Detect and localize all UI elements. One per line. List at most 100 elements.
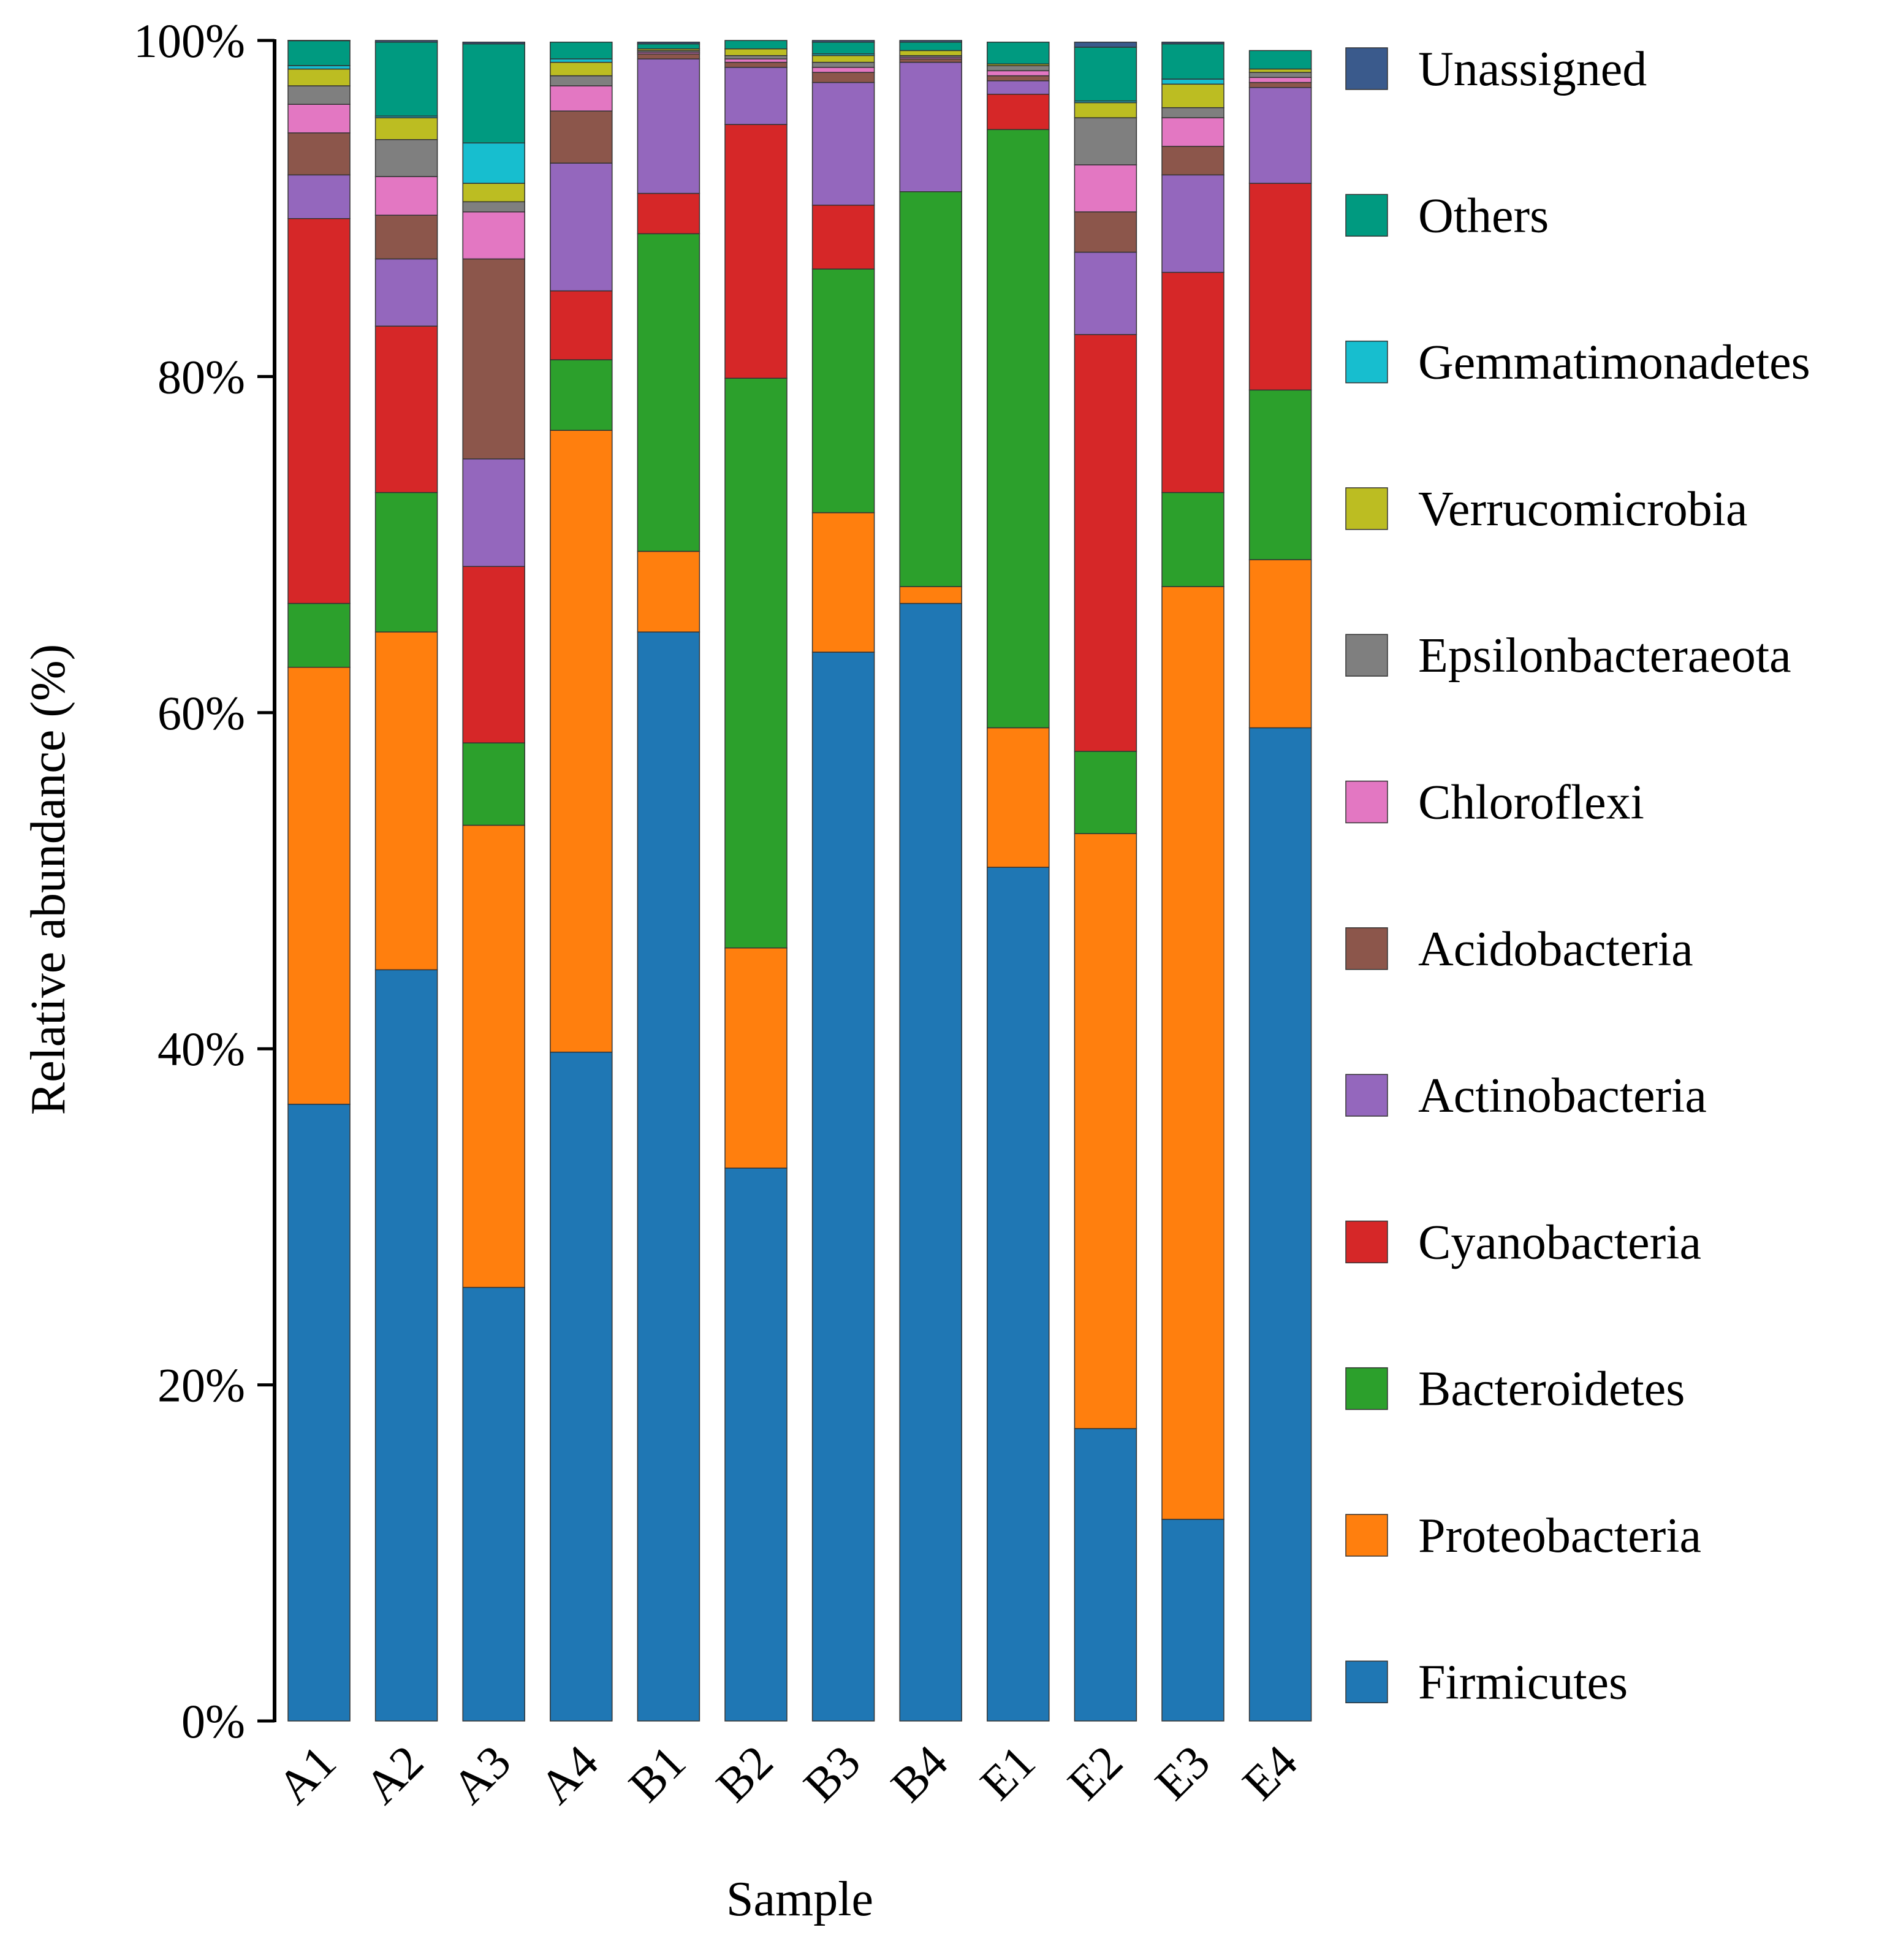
bar-segment-E3-chloroflexi [1161, 117, 1224, 147]
y-axis-title: Relative abundance (%) [21, 644, 75, 1115]
bar-segment-E4-cyanobacteria [1248, 183, 1312, 391]
y-tick-label: 80% [158, 350, 245, 403]
bar-segment-B3-verrucomicrobia [811, 55, 875, 63]
x-tick-label-E1: E1 [970, 1735, 1046, 1810]
bar-segment-E2-firmicutes [1074, 1428, 1137, 1722]
bar-stack-A4 [550, 41, 613, 1722]
legend-swatch [1345, 1514, 1388, 1557]
x-tick-label-A1: A1 [267, 1735, 346, 1814]
legend-label: Gemmatimonadetes [1418, 336, 1810, 390]
bar-segment-B1-firmicutes [637, 631, 700, 1722]
bar-segment-A4-proteobacteria [550, 430, 613, 1053]
bar-stack-B1 [637, 41, 700, 1722]
bar-segment-B1-cyanobacteria [637, 192, 700, 235]
bar-segment-E2-acidobacteria [1074, 211, 1137, 253]
y-tick-label: 100% [134, 14, 245, 67]
bar-segment-A3-bacteroidetes [462, 742, 525, 826]
bar-segment-A1-bacteroidetes [287, 602, 351, 668]
legend-swatch [1345, 194, 1388, 237]
bar-stack-E4 [1248, 50, 1312, 1722]
legend-label: Bacteroidetes [1418, 1362, 1685, 1416]
bar-segment-A3-actinobacteria [462, 458, 525, 567]
x-tick-label-E4: E4 [1232, 1735, 1307, 1810]
bar-segment-B4-acidobacteria [899, 58, 962, 63]
bar-segment-A2-proteobacteria [374, 631, 438, 971]
x-tick-label-B4: B4 [881, 1735, 958, 1812]
legend-swatch [1345, 780, 1388, 824]
bar-stack-E3 [1161, 41, 1224, 1722]
bar-segment-A3-epsilonbacteraeota [462, 201, 525, 213]
legend-label: Actinobacteria [1418, 1069, 1707, 1123]
bar-segment-B1-bacteroidetes [637, 233, 700, 552]
bar-segment-E3-gemmatimonadetes [1161, 78, 1224, 85]
y-tick-label: 40% [158, 1022, 245, 1076]
bar-segment-A4-chloroflexi [550, 85, 613, 112]
bar-segment-A4-bacteroidetes [550, 359, 613, 431]
bar-segment-A1-others [287, 40, 351, 66]
bar-segment-B4-actinobacteria [899, 61, 962, 192]
bar-segment-E1-firmicutes [987, 867, 1050, 1722]
x-tick-label-A3: A3 [442, 1735, 521, 1814]
bar-segment-E3-unassigned [1161, 41, 1224, 45]
bar-segment-B1-others [637, 43, 700, 50]
bar-segment-A2-others [374, 41, 438, 117]
bar-segment-A1-firmicutes [287, 1103, 351, 1722]
bar-segment-E2-unassigned [1074, 41, 1137, 48]
bar-segment-B3-cyanobacteria [811, 204, 875, 270]
legend-item-actinobacteria: Actinobacteria [1345, 1069, 1707, 1123]
bar-segment-A3-chloroflexi [462, 211, 525, 260]
bar-segment-E3-proteobacteria [1161, 586, 1224, 1520]
bar-segment-E3-epsilonbacteraeota [1161, 107, 1224, 118]
legend-label: Cyanobacteria [1418, 1215, 1701, 1269]
x-tick-label-E3: E3 [1145, 1735, 1220, 1810]
bar-segment-B3-chloroflexi [811, 67, 875, 73]
bar-segment-E1-bacteroidetes [987, 129, 1050, 729]
bar-segment-E4-verrucomicrobia [1248, 68, 1312, 73]
legend-swatch [1345, 1220, 1388, 1264]
bar-segment-E3-bacteroidetes [1161, 492, 1224, 587]
bar-segment-A3-unassigned [462, 41, 525, 45]
bar-segment-A4-actinobacteria [550, 162, 613, 292]
bar-segment-A2-actinobacteria [374, 258, 438, 327]
bar-segment-A2-cyanobacteria [374, 325, 438, 493]
bar-segment-B2-epsilonbacteraeota [724, 55, 788, 59]
bar-segment-E4-proteobacteria [1248, 559, 1312, 729]
y-tick-label: 20% [158, 1359, 245, 1412]
legend-label: Acidobacteria [1418, 922, 1693, 976]
legend-swatch [1345, 634, 1388, 677]
bar-segment-A1-chloroflexi [287, 104, 351, 134]
bar-segment-A4-firmicutes [550, 1051, 613, 1722]
bar-segment-A2-unassigned [374, 40, 438, 43]
bar-segment-A1-actinobacteria [287, 174, 351, 219]
bar-stack-B3 [811, 40, 875, 1722]
bar-segment-E2-cyanobacteria [1074, 334, 1137, 752]
bar-segment-B2-acidobacteria [724, 61, 788, 68]
legend-item-bacteroidetes: Bacteroidetes [1345, 1362, 1685, 1416]
bar-segment-B1-actinobacteria [637, 58, 700, 194]
bar-segment-E4-bacteroidetes [1248, 389, 1312, 561]
bar-segment-B1-proteobacteria [637, 550, 700, 632]
bar-segment-E2-others [1074, 47, 1137, 102]
bar-segment-E2-chloroflexi [1074, 164, 1137, 213]
bar-segment-E4-others [1248, 50, 1312, 70]
bar-segment-E1-acidobacteria [987, 75, 1050, 82]
bar-segment-B3-firmicutes [811, 651, 875, 1722]
legend-label: Others [1418, 189, 1549, 243]
x-tick-label-E2: E2 [1057, 1735, 1133, 1810]
bar-segment-B3-others [811, 41, 875, 55]
bar-segment-B2-chloroflexi [724, 58, 788, 63]
bar-segment-A2-chloroflexi [374, 176, 438, 216]
legend-swatch [1345, 1074, 1388, 1117]
legend-label: Chloroflexi [1418, 776, 1644, 830]
bar-segment-A3-others [462, 43, 525, 144]
bar-segment-A3-verrucomicrobia [462, 183, 525, 202]
legend-swatch [1345, 487, 1388, 530]
bar-segment-E2-verrucomicrobia [1074, 102, 1137, 118]
bar-segment-A4-verrucomicrobia [550, 61, 613, 77]
x-tick-label-B2: B2 [706, 1735, 783, 1812]
bar-segment-E1-cyanobacteria [987, 93, 1050, 131]
bar-segment-B2-proteobacteria [724, 947, 788, 1169]
bar-segment-A1-epsilonbacteraeota [287, 85, 351, 105]
bar-segment-A2-acidobacteria [374, 215, 438, 260]
